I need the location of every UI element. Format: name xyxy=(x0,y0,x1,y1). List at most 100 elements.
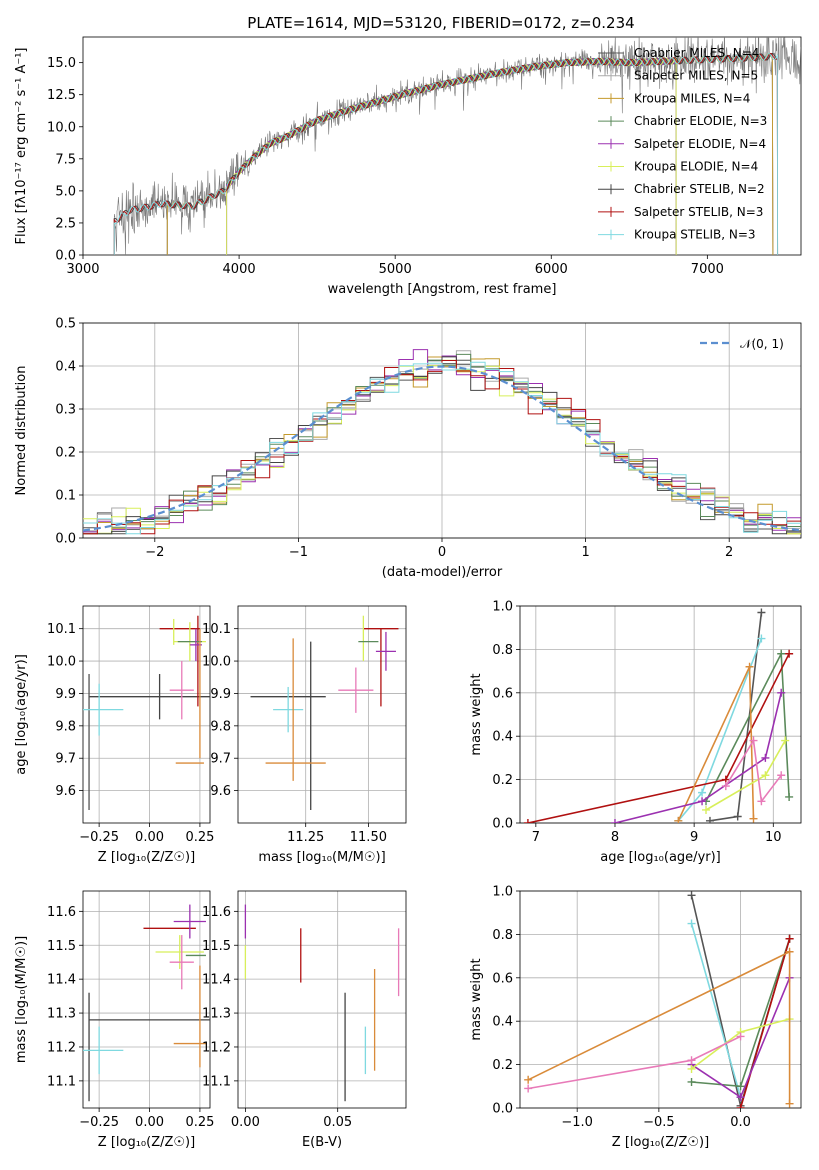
mass-weight-point-marker xyxy=(674,816,683,823)
x-axis-label: Z [log₁₀(Z/Z☉)] xyxy=(98,850,195,865)
mass-weight-point-marker xyxy=(781,736,790,745)
x-tick-label: −0.25 xyxy=(79,830,119,845)
x-tick-label: −0.5 xyxy=(643,1115,675,1130)
mass-weight-series-line xyxy=(614,692,782,823)
y-tick-label: 9.8 xyxy=(210,719,231,734)
x-tick-label: 7 xyxy=(532,830,540,845)
y-tick-label: 0.6 xyxy=(492,686,513,701)
mass-weight-point-marker xyxy=(610,819,619,823)
y-tick-label: 11.1 xyxy=(202,1074,231,1089)
x-tick-label: 3000 xyxy=(66,262,99,277)
y-tick-label: 0.4 xyxy=(492,730,513,745)
legend-label: Salpeter STELIB, N=3 xyxy=(634,205,763,219)
legend-label: Chabrier ELODIE, N=3 xyxy=(634,114,767,128)
y-tick-label: 0.0 xyxy=(55,249,76,264)
mass-weight-series-line xyxy=(709,612,763,822)
mass-weight-point-marker xyxy=(687,1077,696,1086)
mass-weight-point-marker xyxy=(749,814,758,823)
mass-weight-point-marker xyxy=(698,788,707,797)
mass-weight-point-marker xyxy=(721,782,730,791)
model-spectrum-line xyxy=(113,52,779,255)
mass-weight-point-marker xyxy=(687,891,696,900)
legend-label: Chabrier MILES, N=4 xyxy=(634,46,759,60)
chart-age-vs-mass: 11.25 11.50 9.6 9.7 9.8 9.9 10.0 10.1 mass [log₁… xyxy=(202,605,407,865)
y-tick-label: 0.2 xyxy=(55,446,76,461)
x-tick-label: 8 xyxy=(611,830,619,845)
plot-area xyxy=(113,37,801,255)
normal-distribution-line xyxy=(83,365,801,532)
y-tick-label: 0.5 xyxy=(55,317,76,332)
x-axis-label: (data-model)/error xyxy=(382,565,503,580)
legend-label: Salpeter MILES, N=5 xyxy=(634,69,758,83)
y-tick-label: 11.3 xyxy=(47,1007,76,1022)
mass-weight-point-marker xyxy=(777,771,786,780)
y-tick-label: 15.0 xyxy=(47,56,76,71)
mass-weight-point-marker xyxy=(785,792,794,801)
y-axis-label: mass [log₁₀(M/M☉)] xyxy=(14,936,29,1063)
mass-weight-point-marker xyxy=(702,805,711,814)
y-tick-label: 10.0 xyxy=(47,655,76,670)
mass-weight-series-line xyxy=(528,1035,741,1090)
mass-weight-point-marker xyxy=(736,1082,745,1091)
mass-weight-point-marker xyxy=(777,688,786,697)
x-tick-label: 10 xyxy=(765,830,782,845)
mass-weight-point-marker xyxy=(785,1099,794,1108)
y-tick-label: 1.0 xyxy=(492,600,513,615)
mass-weight-point-marker xyxy=(757,634,766,643)
plot-area xyxy=(83,349,801,535)
chart-mass-vs-EBV: 0.00 0.05 11.1 11.2 11.3 11.4 11.5 11.6 E(B-V) xyxy=(202,890,407,1150)
x-axis-label: E(B-V) xyxy=(302,1135,342,1150)
chart-spectrum: 3000 4000 5000 6000 7000 0.0 2.5 5.0 7.5 10.0 12.5… xyxy=(14,36,802,297)
legend-label: Kroupa ELODIE, N=4 xyxy=(634,160,758,174)
y-tick-label: 11.4 xyxy=(47,973,76,988)
figure-title: PLATE=1614, MJD=53120, FIBERID=0172, z=0… xyxy=(247,14,634,32)
y-axis-label: mass weight xyxy=(469,673,484,755)
plot-frame xyxy=(519,605,802,824)
x-tick-label: 4000 xyxy=(223,262,256,277)
x-tick-label: 0 xyxy=(438,545,446,560)
mass-weight-point-marker xyxy=(757,608,766,617)
y-tick-label: 11.5 xyxy=(47,939,76,954)
mass-weight-point-marker xyxy=(757,797,766,806)
legend-label: Kroupa MILES, N=4 xyxy=(634,91,750,105)
plot-frame xyxy=(237,890,407,1109)
y-tick-label: 0.8 xyxy=(492,928,513,943)
y-tick-label: 0.0 xyxy=(492,1102,513,1117)
plot-frame xyxy=(237,605,407,824)
y-tick-label: 9.6 xyxy=(55,784,76,799)
y-tick-label: 9.9 xyxy=(210,687,231,702)
mass-weight-point-marker xyxy=(736,1104,745,1108)
x-axis-label: age [log₁₀(age/yr)] xyxy=(600,850,721,865)
legend-label: 𝒩(0, 1) xyxy=(740,337,784,351)
plot-area xyxy=(83,904,210,1102)
mass-weight-point-marker xyxy=(698,797,707,806)
plot-frame xyxy=(82,890,211,1109)
chart-massweight-vs-Z: −1.0 −0.5 0.0 0.0 0.2 0.4 0.6 0.8 1.0 Z [log₁₀(Z/… xyxy=(469,885,802,1150)
x-axis-label: mass [log₁₀(M/M☉)] xyxy=(258,850,385,865)
x-axis-label: wavelength [Angstrom, rest frame] xyxy=(328,282,557,297)
chart-residuals: −2 −1 0 1 2 0.0 0.1 0.2 0.3 0.4 0.5 (data-model)/er… xyxy=(14,317,802,580)
y-tick-label: 9.9 xyxy=(55,687,76,702)
y-tick-label: 5.0 xyxy=(55,184,76,199)
mass-weight-point-marker xyxy=(524,1084,533,1093)
y-tick-label: 11.5 xyxy=(202,939,231,954)
y-tick-label: 9.8 xyxy=(55,719,76,734)
mass-weight-point-marker xyxy=(761,753,770,762)
y-axis-label: Flux [fλ10⁻¹⁷ erg cm⁻² s⁻¹ A⁻¹] xyxy=(14,48,29,245)
x-tick-label: 9 xyxy=(690,830,698,845)
title-group: PLATE=1614, MJD=53120, FIBERID=0172, z=0… xyxy=(247,14,634,32)
mass-weight-point-marker xyxy=(785,649,794,658)
mass-weight-point-marker xyxy=(736,1093,745,1102)
mass-weight-point-marker xyxy=(705,816,714,823)
mass-weight-point-marker xyxy=(749,736,758,745)
mass-weight-series-line xyxy=(739,938,791,1108)
y-tick-label: 2.5 xyxy=(55,216,76,231)
y-tick-label: 10.1 xyxy=(202,622,231,637)
mass-weight-point-marker xyxy=(687,919,696,928)
mass-weight-point-marker xyxy=(736,1032,745,1041)
x-tick-label: 7000 xyxy=(691,262,724,277)
plot-area xyxy=(523,608,794,823)
plot-frame xyxy=(82,322,802,539)
y-tick-label: 0.0 xyxy=(55,532,76,547)
y-tick-label: 0.2 xyxy=(492,773,513,788)
